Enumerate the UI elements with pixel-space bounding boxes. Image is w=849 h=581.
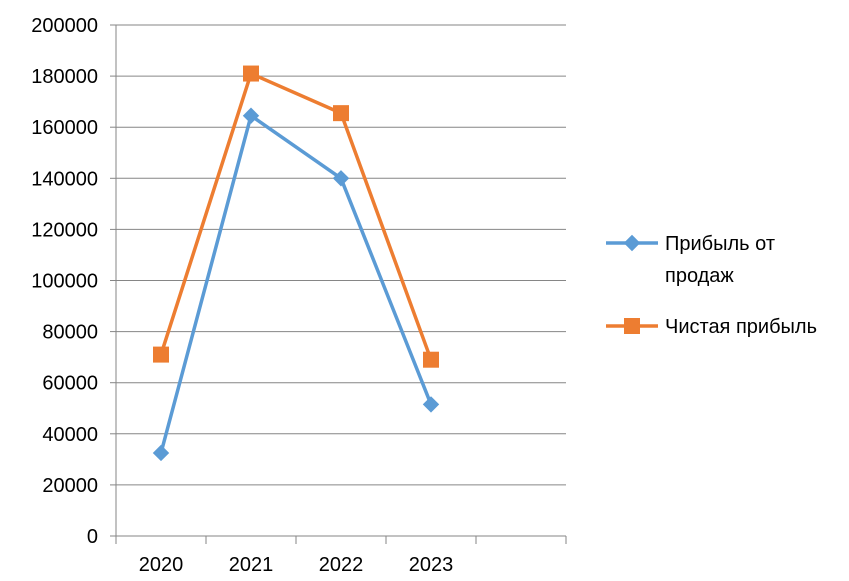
y-tick-label: 160000 bbox=[31, 117, 98, 139]
series-lines bbox=[152, 65, 440, 462]
y-tick-label: 100000 bbox=[31, 271, 98, 293]
x-tick-label: 2020 bbox=[139, 554, 184, 576]
x-tick-labels: 2020 2021 2022 2023 bbox=[139, 554, 454, 576]
data-point bbox=[332, 170, 350, 187]
y-tick-label: 80000 bbox=[42, 322, 98, 344]
data-point bbox=[242, 107, 260, 124]
legend-label: Чистая прибыль bbox=[665, 316, 817, 338]
series-line bbox=[159, 113, 433, 454]
y-tick-label: 140000 bbox=[31, 168, 98, 190]
legend-item-2: Чистая прибыль bbox=[606, 316, 817, 338]
legend-marker bbox=[623, 234, 641, 252]
legend-label: Прибыль от bbox=[665, 233, 775, 255]
gridlines bbox=[116, 24, 566, 486]
y-tick-label: 20000 bbox=[42, 475, 98, 497]
y-tick-label: 40000 bbox=[42, 424, 98, 446]
axes bbox=[110, 24, 567, 544]
series-line bbox=[159, 71, 433, 361]
x-tick-label: 2023 bbox=[409, 554, 454, 576]
y-tick-label: 60000 bbox=[42, 373, 98, 395]
y-tick-label: 180000 bbox=[31, 66, 98, 88]
y-tick-labels: 0 20000 40000 60000 80000 100000 120000 140000 1… bbox=[31, 15, 98, 548]
legend-label: продаж bbox=[665, 265, 734, 287]
data-point bbox=[152, 444, 170, 462]
y-tick-label: 120000 bbox=[31, 219, 98, 241]
data-point bbox=[153, 346, 169, 363]
legend-item-1: Прибыль от продаж bbox=[606, 233, 775, 287]
x-tick-label: 2022 bbox=[319, 554, 364, 576]
series-1 bbox=[152, 107, 440, 462]
data-point bbox=[333, 105, 349, 122]
y-tick-label: 200000 bbox=[31, 15, 98, 37]
x-tick-label: 2021 bbox=[229, 554, 274, 576]
data-point bbox=[422, 396, 440, 413]
data-point bbox=[423, 351, 439, 368]
series-2 bbox=[153, 65, 439, 368]
y-tick-label: 0 bbox=[87, 526, 98, 548]
legend-marker bbox=[624, 318, 640, 334]
data-point bbox=[243, 65, 259, 82]
legend: Прибыль от продаж Чистая прибыль bbox=[606, 233, 817, 338]
